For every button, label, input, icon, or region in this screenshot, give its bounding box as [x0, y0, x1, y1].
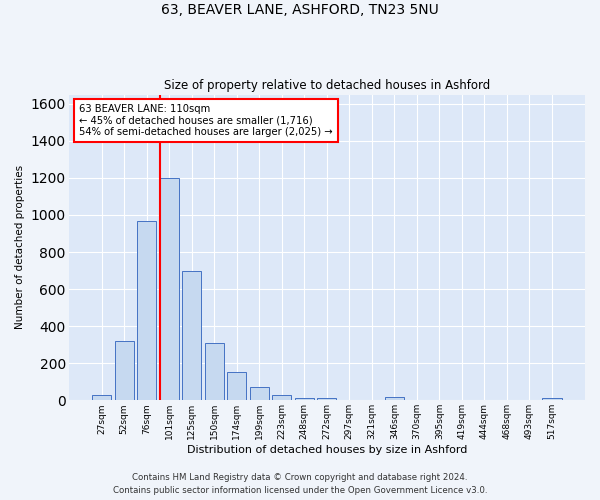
- Text: 63 BEAVER LANE: 110sqm
← 45% of detached houses are smaller (1,716)
54% of semi-: 63 BEAVER LANE: 110sqm ← 45% of detached…: [79, 104, 332, 137]
- Title: Size of property relative to detached houses in Ashford: Size of property relative to detached ho…: [164, 79, 490, 92]
- Y-axis label: Number of detached properties: Number of detached properties: [15, 166, 25, 330]
- Bar: [182, 270, 201, 400]
- Bar: [250, 388, 269, 400]
- Bar: [227, 372, 246, 400]
- Bar: [272, 394, 292, 400]
- Bar: [317, 398, 337, 400]
- Text: 63, BEAVER LANE, ASHFORD, TN23 5NU: 63, BEAVER LANE, ASHFORD, TN23 5NU: [161, 2, 439, 16]
- Bar: [385, 396, 404, 400]
- X-axis label: Distribution of detached houses by size in Ashford: Distribution of detached houses by size …: [187, 445, 467, 455]
- Bar: [92, 394, 111, 400]
- Bar: [115, 341, 134, 400]
- Bar: [542, 398, 562, 400]
- Bar: [160, 178, 179, 400]
- Bar: [137, 220, 156, 400]
- Bar: [205, 343, 224, 400]
- Bar: [295, 398, 314, 400]
- Text: Contains HM Land Registry data © Crown copyright and database right 2024.
Contai: Contains HM Land Registry data © Crown c…: [113, 474, 487, 495]
